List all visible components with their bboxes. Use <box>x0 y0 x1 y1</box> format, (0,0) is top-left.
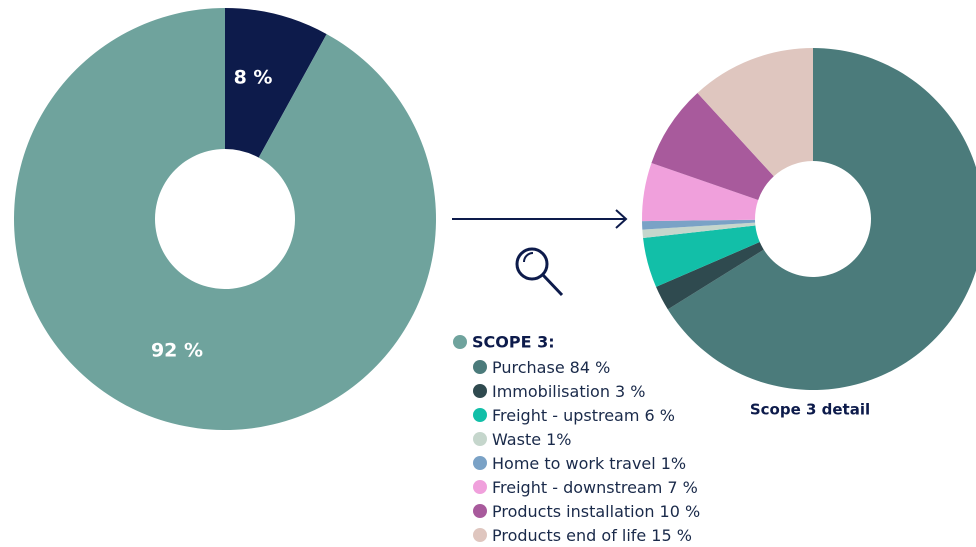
legend-title: SCOPE 3: <box>472 333 555 352</box>
pie-slice <box>656 242 764 310</box>
legend-marker <box>473 432 487 446</box>
legend-entry: Home to work travel 1% <box>492 454 686 473</box>
legend-marker <box>473 528 487 542</box>
legend-label: Freight - downstream <box>492 478 662 497</box>
pie-slice <box>643 225 760 287</box>
legend-entry: Waste 1% <box>492 430 571 449</box>
legend-marker <box>473 456 487 470</box>
pie-slice <box>642 222 756 238</box>
pie <box>642 48 976 390</box>
legend-value: 15 % <box>651 526 692 545</box>
legend-value: 7 % <box>667 478 697 497</box>
legend-marker <box>473 504 487 518</box>
legend-value: 84 % <box>570 358 611 377</box>
legend-label: Purchase <box>492 358 565 377</box>
zoom-arrow <box>452 209 628 229</box>
legend-title-marker <box>453 335 467 349</box>
chart-title: Scope 3 detail <box>750 401 870 419</box>
legend-marker <box>473 480 487 494</box>
legend-entry: Freight - downstream 7 % <box>492 478 698 497</box>
legend-label: Immobilisation <box>492 382 610 401</box>
pie-slice <box>667 48 976 390</box>
magnifier-icon <box>515 247 564 297</box>
legend-marker <box>473 408 487 422</box>
legend-value: 3 % <box>615 382 645 401</box>
pie <box>13 8 436 430</box>
legend-label: Home to work travel <box>492 454 656 473</box>
pie-slice <box>697 48 813 177</box>
data-label: 92 % <box>151 340 203 362</box>
pie-slice <box>651 92 774 200</box>
legend-entry: Products installation 10 % <box>492 502 700 521</box>
legend-value: 1% <box>661 454 686 473</box>
legend-entry: Immobilisation 3 % <box>492 382 645 401</box>
pie-slice <box>225 8 327 158</box>
legend-entry: Purchase 84 % <box>492 358 610 377</box>
pie-slice <box>13 8 436 430</box>
legend-value: 6 % <box>644 406 674 425</box>
legend-entry: Freight - upstream 6 % <box>492 406 675 425</box>
legend-label: Products installation <box>492 502 655 521</box>
legend-value: 10 % <box>660 502 701 521</box>
legend-value: 1% <box>546 430 571 449</box>
legend-entry: Products end of life 15 % <box>492 526 692 545</box>
legend-marker <box>473 384 487 398</box>
pie-slice <box>642 162 759 222</box>
legend-label: Products end of life <box>492 526 646 545</box>
legend-marker <box>473 360 487 374</box>
legend-label: Freight - upstream <box>492 406 639 425</box>
legend-label: Waste <box>492 430 541 449</box>
pie-slice <box>642 219 756 230</box>
data-label: 8 % <box>234 67 273 89</box>
